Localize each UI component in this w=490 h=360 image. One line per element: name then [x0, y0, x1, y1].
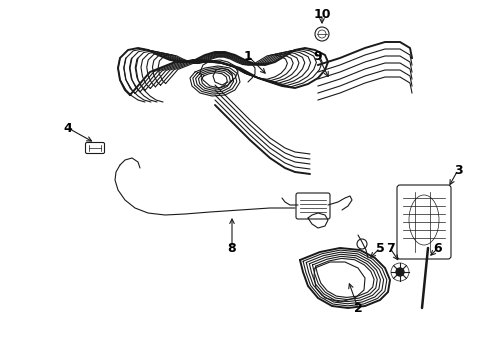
FancyBboxPatch shape [85, 143, 104, 153]
FancyBboxPatch shape [296, 193, 330, 219]
FancyBboxPatch shape [397, 185, 451, 259]
Text: 2: 2 [354, 302, 363, 315]
Text: 6: 6 [434, 242, 442, 255]
Circle shape [396, 268, 404, 276]
Text: 8: 8 [228, 242, 236, 255]
Text: 4: 4 [64, 122, 73, 135]
Text: 9: 9 [314, 50, 322, 63]
Text: 3: 3 [454, 163, 462, 176]
Text: 1: 1 [244, 50, 252, 63]
Text: 10: 10 [313, 8, 331, 21]
Text: 5: 5 [376, 242, 384, 255]
Text: 7: 7 [386, 242, 394, 255]
